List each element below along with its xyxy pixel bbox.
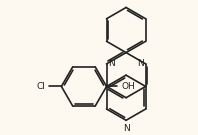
Text: N: N bbox=[108, 59, 115, 68]
Text: N: N bbox=[137, 59, 144, 68]
Text: OH: OH bbox=[122, 82, 135, 91]
Text: Cl: Cl bbox=[36, 82, 45, 91]
Text: N: N bbox=[123, 124, 129, 133]
